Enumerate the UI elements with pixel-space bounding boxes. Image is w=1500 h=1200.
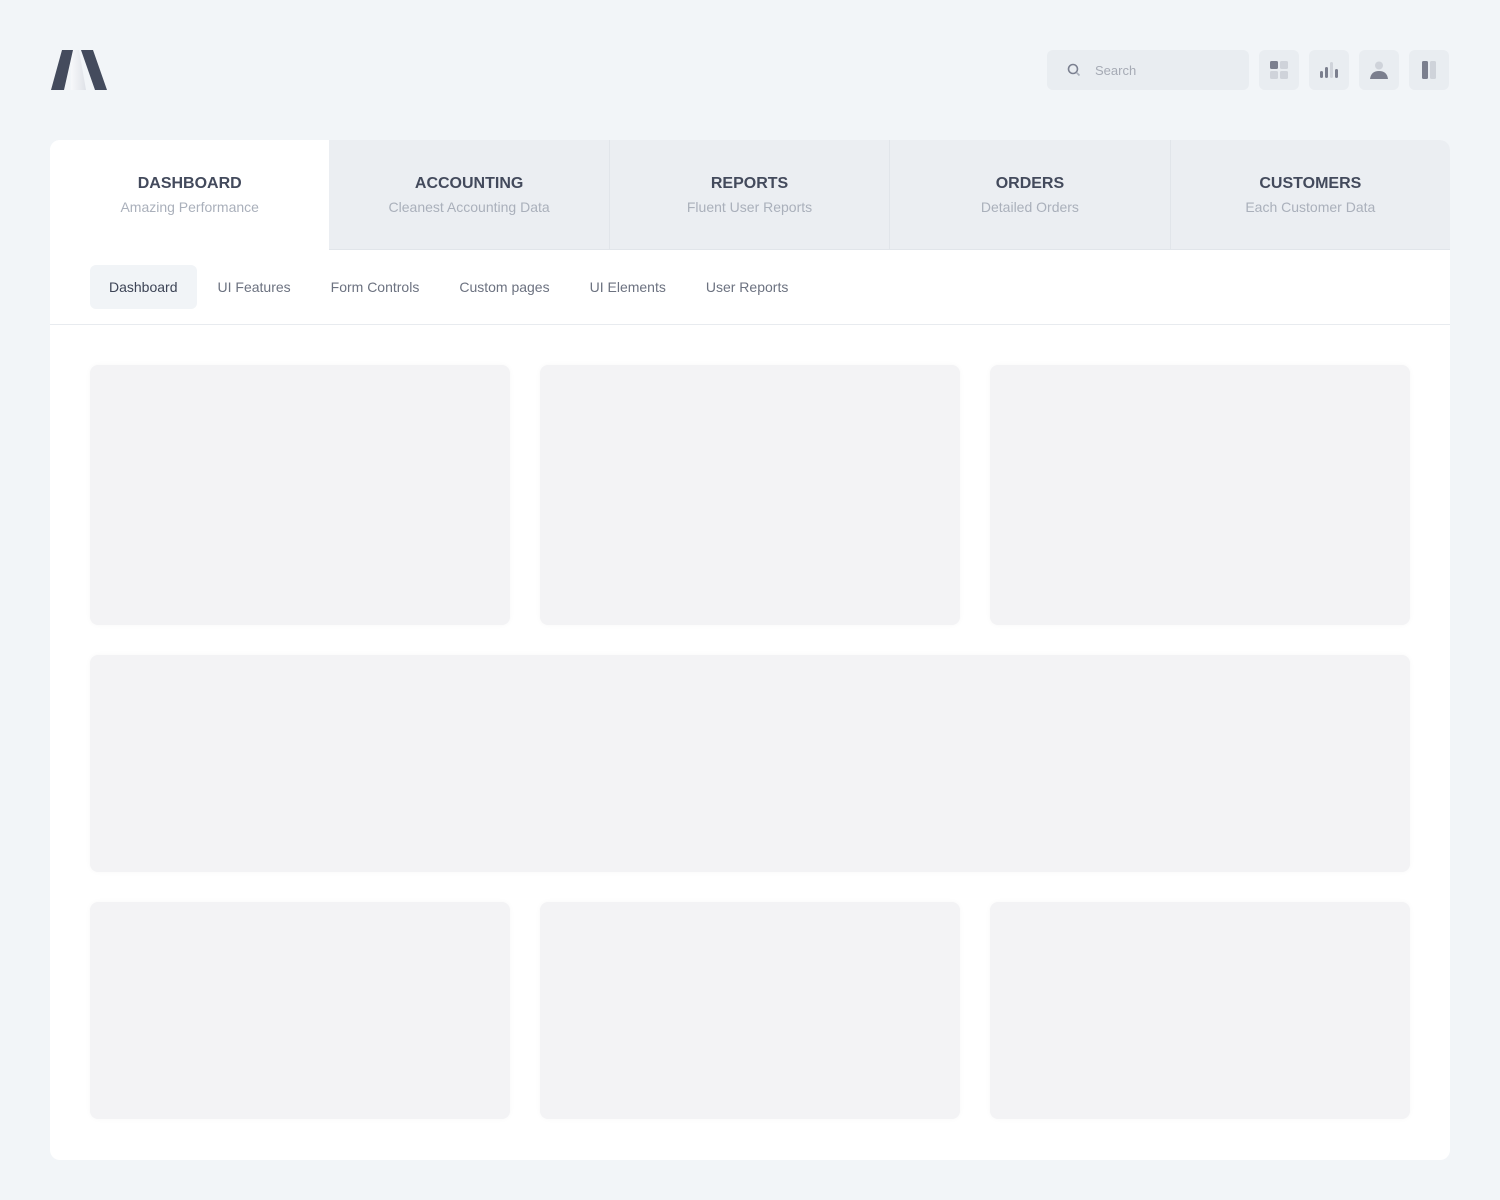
tab-title: ORDERS (995, 174, 1065, 192)
placeholder-card (90, 902, 510, 1119)
placeholder-card-wide (90, 655, 1410, 872)
tab-title: ACCOUNTING (414, 174, 524, 192)
tab-orders[interactable]: ORDERS Detailed Orders (889, 140, 1170, 250)
tab-title: DASHBOARD (137, 175, 242, 192)
tab-subtitle: Amazing Performance (120, 199, 259, 215)
placeholder-card (540, 365, 960, 625)
main-tabs: DASHBOARD Amazing Performance ACCOUNTING C… (50, 140, 1450, 250)
tab-subtitle: Fluent User Reports (686, 198, 813, 215)
placeholder-card (990, 902, 1410, 1119)
bar-chart-icon (1320, 62, 1338, 78)
search-icon (1067, 63, 1081, 77)
charts-button[interactable] (1309, 50, 1349, 90)
search-box[interactable] (1047, 50, 1249, 90)
logo (51, 50, 107, 90)
subtab-ui-elements[interactable]: UI Elements (589, 279, 666, 295)
subtab-custom-pages[interactable]: Custom pages (459, 279, 550, 295)
tab-title: CUSTOMERS (1259, 174, 1362, 192)
tab-subtitle: Detailed Orders (980, 198, 1079, 215)
user-icon (1370, 61, 1388, 79)
placeholder-card (540, 902, 960, 1119)
subtab-dashboard[interactable]: Dashboard (90, 265, 197, 309)
apps-grid-icon (1270, 61, 1288, 79)
placeholder-card (90, 365, 510, 625)
columns-icon (1422, 61, 1436, 79)
placeholder-card (990, 365, 1410, 625)
search-input[interactable] (1095, 62, 1225, 78)
user-button[interactable] (1359, 50, 1399, 90)
tab-reports[interactable]: REPORTS Fluent User Reports (608, 140, 890, 250)
tab-subtitle: Each Customer Data (1245, 198, 1376, 215)
header-toolbar (1047, 50, 1449, 90)
subtab-user-reports[interactable]: User Reports (705, 279, 789, 295)
tab-title: REPORTS (710, 174, 789, 192)
subtab-form-controls[interactable]: Form Controls (330, 279, 420, 295)
subtab-ui-features[interactable]: UI Features (217, 279, 291, 295)
tab-subtitle: Cleanest Accounting Data (388, 198, 550, 215)
sub-nav: Dashboard UI Features Form Controls Cust… (50, 250, 1450, 325)
main-panel: DASHBOARD Amazing Performance ACCOUNTING C… (50, 140, 1450, 1160)
tab-dashboard[interactable]: DASHBOARD Amazing Performance (50, 140, 330, 250)
tab-accounting[interactable]: ACCOUNTING Cleanest Accounting Data (329, 140, 609, 250)
apps-button[interactable] (1259, 50, 1299, 90)
layout-button[interactable] (1409, 50, 1449, 90)
tab-customers[interactable]: CUSTOMERS Each Customer Data (1169, 140, 1450, 250)
